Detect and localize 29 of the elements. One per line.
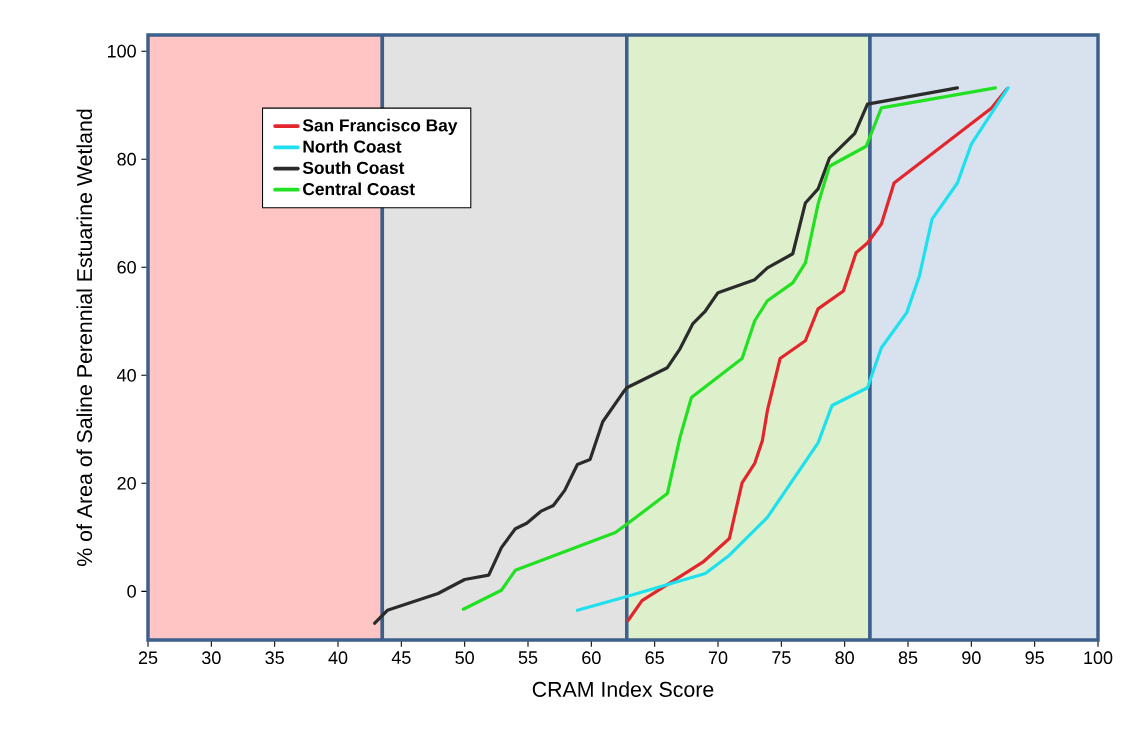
y-tick-label: 0 <box>127 585 136 598</box>
x-tick-label: 95 <box>1025 651 1044 665</box>
x-tick-label: 35 <box>265 651 284 665</box>
line-series <box>461 86 997 611</box>
y-tick-label: 100 <box>107 44 136 58</box>
x-axis-title: CRAM Index Score <box>532 681 714 697</box>
x-tick-label: 65 <box>645 651 664 665</box>
x-tick-label: 25 <box>138 651 158 665</box>
legend-label: San Francisco Bay <box>302 118 458 135</box>
x-tick-label: 50 <box>455 651 474 665</box>
x-tick-label: 45 <box>391 651 411 664</box>
x-tick-label: 75 <box>772 651 791 664</box>
x-tick-label: 55 <box>518 651 538 664</box>
legend-label: Central Coast <box>303 182 415 196</box>
x-tick-label: 100 <box>1084 651 1113 665</box>
legend-label: South Coast <box>302 161 405 174</box>
x-tick-label: 85 <box>898 651 918 665</box>
y-tick-label: 60 <box>117 260 136 274</box>
y-tick-label: 20 <box>117 476 136 490</box>
x-tick-label: 60 <box>582 651 601 665</box>
y-tick-label: 80 <box>117 152 136 166</box>
legend-label: North Coast <box>303 140 402 153</box>
y-tick-label: 40 <box>117 368 136 382</box>
x-tick-label: 70 <box>708 651 728 665</box>
x-tick-label: 30 <box>202 651 221 665</box>
x-tick-label: 80 <box>835 651 854 665</box>
x-tick-label: 90 <box>962 651 981 665</box>
x-tick-label: 40 <box>328 651 348 665</box>
y-axis-title: % of Area of Saline Perennial Estuarine Wetland <box>76 109 93 566</box>
